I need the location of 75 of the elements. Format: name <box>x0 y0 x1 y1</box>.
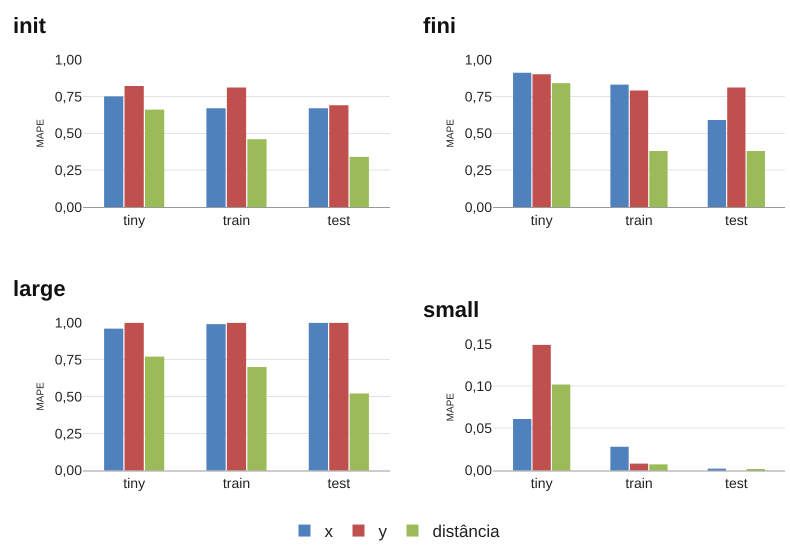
bar <box>124 322 144 470</box>
y-axis-title: MAPE <box>446 392 457 422</box>
bar <box>552 83 570 208</box>
bar <box>206 324 226 470</box>
x-tick-label: test <box>725 475 748 492</box>
bar <box>610 84 629 208</box>
legend-label: x <box>324 522 334 542</box>
y-tick-label: 0,75 <box>464 88 492 104</box>
y-tick-label: 0,10 <box>464 378 492 394</box>
x-tick-label: test <box>328 212 350 228</box>
chart-title: small <box>423 297 480 322</box>
bar <box>350 394 369 470</box>
bar <box>532 344 551 470</box>
bar <box>247 366 267 470</box>
bar <box>708 120 726 208</box>
y-tick-label: 0,50 <box>54 388 82 404</box>
x-tick-label: tiny <box>123 212 146 228</box>
bar <box>746 151 765 208</box>
y-tick-label: 0,50 <box>464 125 492 142</box>
bar <box>226 322 246 470</box>
chart-title: fini <box>423 13 456 38</box>
y-tick-label: 1,00 <box>54 314 82 331</box>
y-tick-label: 0,00 <box>464 462 492 478</box>
y-tick-label: 1,00 <box>464 51 492 68</box>
bar <box>513 418 532 470</box>
y-tick-label: 0,05 <box>464 420 492 436</box>
y-tick-label: 0,15 <box>464 336 492 352</box>
y-axis-title: MAPE <box>36 382 47 411</box>
bar <box>630 90 648 208</box>
x-tick-label: train <box>625 212 653 228</box>
y-tick-label: 0,00 <box>54 462 82 478</box>
y-tick-label: 0,00 <box>464 199 492 216</box>
x-tick-label: tiny <box>530 475 553 492</box>
bar <box>610 446 629 470</box>
bar <box>308 108 328 208</box>
y-tick-label: 0,75 <box>54 352 82 368</box>
y-tick-label: 0,00 <box>54 199 82 216</box>
bar <box>513 72 532 208</box>
bar <box>552 384 570 470</box>
bar <box>329 322 348 470</box>
x-tick-label: train <box>222 475 250 492</box>
chart-title: large <box>13 276 66 301</box>
y-axis-title: MAPE <box>36 118 47 148</box>
x-tick-label: train <box>625 475 653 492</box>
bar <box>308 322 328 470</box>
chart-title: init <box>13 13 47 38</box>
bar <box>532 74 551 208</box>
y-tick-label: 0,25 <box>54 162 82 178</box>
y-tick-label: 0,75 <box>54 88 82 104</box>
bar <box>104 328 124 470</box>
legend-label: y <box>378 522 388 542</box>
x-tick-label: train <box>222 212 250 228</box>
bar <box>630 464 648 470</box>
y-tick-label: 0,25 <box>464 162 492 178</box>
bar <box>145 110 164 208</box>
legend-label: distância <box>432 522 500 542</box>
bar <box>206 108 226 208</box>
y-tick-label: 1,00 <box>54 51 82 68</box>
bar <box>247 139 267 208</box>
bar <box>104 96 124 208</box>
bar <box>145 356 164 470</box>
x-tick-label: tiny <box>530 212 553 228</box>
y-tick-label: 0,25 <box>54 425 82 442</box>
bar <box>727 88 746 208</box>
y-tick-label: 0,50 <box>54 125 82 142</box>
bar <box>329 105 348 208</box>
x-tick-label: test <box>328 475 350 492</box>
x-tick-label: test <box>725 212 748 228</box>
x-tick-label: tiny <box>123 475 146 492</box>
bar <box>350 156 369 208</box>
bar <box>124 86 144 208</box>
bar <box>226 88 246 208</box>
bar <box>649 151 668 208</box>
bar <box>649 464 668 470</box>
y-axis-title: MAPE <box>446 118 457 148</box>
